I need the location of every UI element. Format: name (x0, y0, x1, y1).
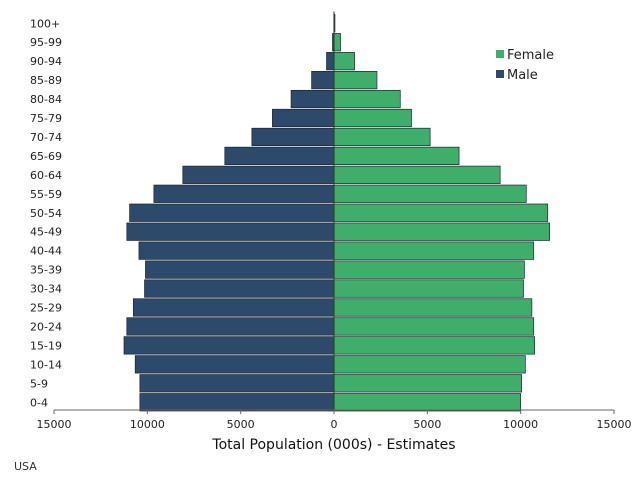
x-tick-label: 10000 (130, 418, 165, 431)
bar-male-75-79 (272, 108, 335, 128)
legend-swatch-female (496, 50, 504, 58)
age-label-70-74: 70-74 (30, 131, 62, 144)
bar-female-75-79 (333, 108, 412, 128)
age-label-40-44: 40-44 (30, 245, 62, 258)
bar-female-70-74 (333, 127, 431, 147)
legend-label-female: Female (507, 48, 554, 63)
bar-female-55-59 (333, 184, 527, 203)
age-label-95-99: 95-99 (30, 36, 62, 49)
bar-male-25-29 (132, 298, 335, 317)
age-label-75-79: 75-79 (30, 112, 62, 125)
bar-male-20-24 (126, 317, 335, 336)
bar-female-25-29 (333, 298, 533, 317)
bar-male-85-89 (311, 70, 335, 90)
bar-male-45-49 (126, 222, 335, 241)
legend: Female Male (496, 48, 554, 83)
age-group-labels: 0-4 5-9 10-14 15-19 20-24 25-29 30-34 35-39 40-4… (30, 17, 62, 409)
age-label-100+: 100+ (30, 17, 60, 30)
bar-male-10-14 (134, 355, 335, 374)
age-label-60-64: 60-64 (30, 169, 62, 182)
bar-male-70-74 (251, 127, 335, 147)
age-label-90-94: 90-94 (30, 55, 62, 68)
age-label-5-9: 5-9 (30, 377, 48, 390)
bar-female-15-19 (333, 336, 536, 355)
bars-group (123, 11, 550, 413)
bar-male-30-34 (144, 279, 335, 298)
age-label-30-34: 30-34 (30, 283, 62, 296)
age-label-0-4: 0-4 (30, 396, 48, 409)
age-label-85-89: 85-89 (30, 74, 62, 87)
x-axis: 15000 10000 5000 0 5000 10000 15000 (37, 409, 632, 431)
bar-female-30-34 (333, 279, 524, 298)
legend-label-male: Male (507, 68, 538, 83)
age-label-20-24: 20-24 (30, 320, 62, 333)
x-tick-label: 0 (331, 418, 338, 431)
bar-male-15-19 (123, 336, 335, 355)
age-label-80-84: 80-84 (30, 93, 62, 106)
bar-male-55-59 (153, 184, 335, 203)
bar-female-65-69 (333, 146, 460, 165)
x-tick-label: 5000 (413, 418, 441, 431)
bar-male-35-39 (145, 260, 335, 279)
bar-male-0-4 (139, 393, 335, 412)
bar-female-95-99 (333, 33, 341, 52)
bar-female-40-44 (333, 241, 535, 260)
bar-male-50-54 (129, 203, 335, 222)
age-label-35-39: 35-39 (30, 264, 62, 277)
bar-male-5-9 (139, 374, 335, 393)
bar-male-80-84 (290, 89, 335, 109)
age-label-45-49: 45-49 (30, 226, 62, 239)
x-tick-label: 15000 (597, 418, 632, 431)
bar-female-35-39 (333, 260, 525, 279)
bar-female-80-84 (333, 89, 401, 109)
bar-male-65-69 (224, 146, 335, 165)
bar-female-0-4 (333, 393, 522, 412)
x-axis-title: Total Population (000s) - Estimates (211, 437, 455, 453)
age-label-25-29: 25-29 (30, 302, 62, 315)
bar-female-5-9 (333, 374, 522, 393)
bar-male-40-44 (138, 241, 335, 260)
x-tick-label: 10000 (503, 418, 538, 431)
bar-male-90-94 (326, 52, 335, 71)
bar-female-90-94 (333, 52, 355, 71)
age-label-50-54: 50-54 (30, 207, 62, 220)
legend-swatch-male (496, 70, 504, 78)
age-label-10-14: 10-14 (30, 358, 62, 371)
bar-female-45-49 (333, 222, 550, 241)
age-label-55-59: 55-59 (30, 188, 62, 201)
footnote: USA (14, 460, 37, 473)
age-label-65-69: 65-69 (30, 150, 62, 163)
age-label-15-19: 15-19 (30, 339, 62, 352)
bar-male-60-64 (182, 165, 335, 184)
x-tick-label: 15000 (37, 418, 72, 431)
bar-female-50-54 (333, 203, 549, 222)
bar-female-20-24 (333, 317, 535, 336)
bar-female-60-64 (333, 165, 501, 184)
bar-female-10-14 (333, 355, 526, 374)
x-tick-label: 5000 (227, 418, 255, 431)
bar-female-85-89 (333, 70, 378, 90)
